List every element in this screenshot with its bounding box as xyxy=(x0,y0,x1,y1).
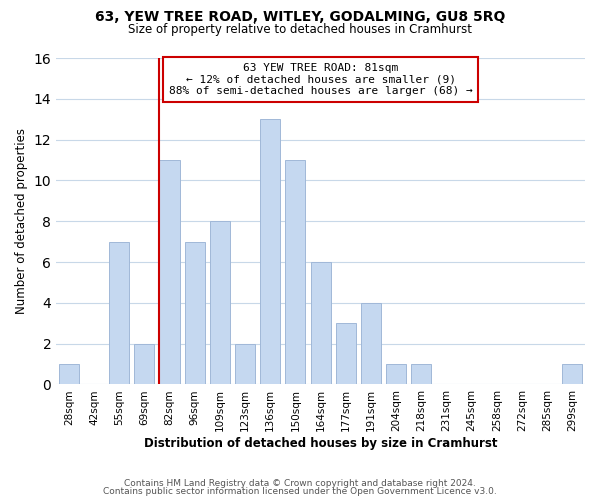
Bar xyxy=(59,364,79,384)
Bar xyxy=(311,262,331,384)
Text: 63, YEW TREE ROAD, WITLEY, GODALMING, GU8 5RQ: 63, YEW TREE ROAD, WITLEY, GODALMING, GU… xyxy=(95,10,505,24)
X-axis label: Distribution of detached houses by size in Cramhurst: Distribution of detached houses by size … xyxy=(144,437,497,450)
Bar xyxy=(185,242,205,384)
Bar xyxy=(562,364,583,384)
Text: Size of property relative to detached houses in Cramhurst: Size of property relative to detached ho… xyxy=(128,22,472,36)
Bar xyxy=(160,160,179,384)
Bar xyxy=(260,119,280,384)
Bar xyxy=(134,344,154,384)
Text: Contains public sector information licensed under the Open Government Licence v3: Contains public sector information licen… xyxy=(103,487,497,496)
Bar xyxy=(109,242,129,384)
Bar xyxy=(411,364,431,384)
Bar xyxy=(335,323,356,384)
Text: Contains HM Land Registry data © Crown copyright and database right 2024.: Contains HM Land Registry data © Crown c… xyxy=(124,478,476,488)
Bar xyxy=(361,303,381,384)
Bar xyxy=(386,364,406,384)
Bar xyxy=(210,221,230,384)
Bar xyxy=(286,160,305,384)
Y-axis label: Number of detached properties: Number of detached properties xyxy=(15,128,28,314)
Bar xyxy=(235,344,255,384)
Text: 63 YEW TREE ROAD: 81sqm
← 12% of detached houses are smaller (9)
88% of semi-det: 63 YEW TREE ROAD: 81sqm ← 12% of detache… xyxy=(169,63,472,96)
